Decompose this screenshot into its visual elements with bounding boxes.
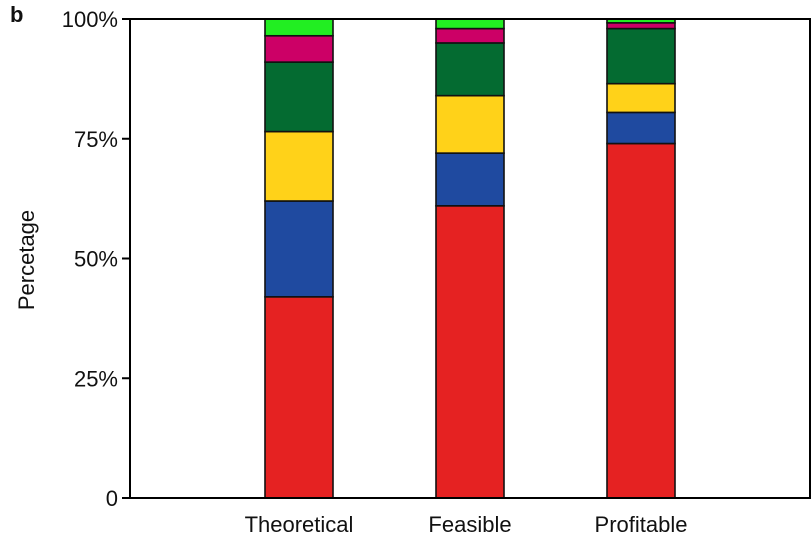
y-tick-label: 25% xyxy=(74,366,118,391)
bar-segment xyxy=(606,82,676,114)
y-tick-label: 50% xyxy=(74,247,118,272)
bar-segment xyxy=(435,27,505,44)
bar-segment xyxy=(435,18,505,30)
y-tick-label: 0 xyxy=(106,486,118,511)
bar-segment xyxy=(264,130,334,202)
bar-segment xyxy=(606,22,676,30)
x-axis-ticks: Theoretical Feasible Profitable xyxy=(245,512,688,537)
bar-segment xyxy=(264,200,334,298)
bars xyxy=(264,18,676,499)
bar-segment xyxy=(606,111,676,145)
panel-label: b xyxy=(10,2,23,27)
bar-segment xyxy=(264,61,334,133)
bar-segment xyxy=(435,94,505,154)
x-tick-label: Profitable xyxy=(595,512,688,537)
bar-segment xyxy=(606,27,676,85)
y-tick-label: 75% xyxy=(74,127,118,152)
bar-segment xyxy=(264,34,334,63)
bar-segment xyxy=(264,296,334,499)
y-tick-label: 100% xyxy=(62,7,118,32)
y-axis-label: Percetage xyxy=(14,210,39,310)
y-axis-ticks: 0 25% 50% 75% 100% xyxy=(62,7,130,511)
x-tick-label: Theoretical xyxy=(245,512,354,537)
x-tick-label: Feasible xyxy=(428,512,511,537)
bar-segment xyxy=(264,18,334,37)
plot-frame xyxy=(129,18,811,499)
bar-segment xyxy=(435,152,505,207)
bar-segment xyxy=(435,205,505,499)
bar-segment xyxy=(435,42,505,97)
bar-segment xyxy=(606,142,676,499)
